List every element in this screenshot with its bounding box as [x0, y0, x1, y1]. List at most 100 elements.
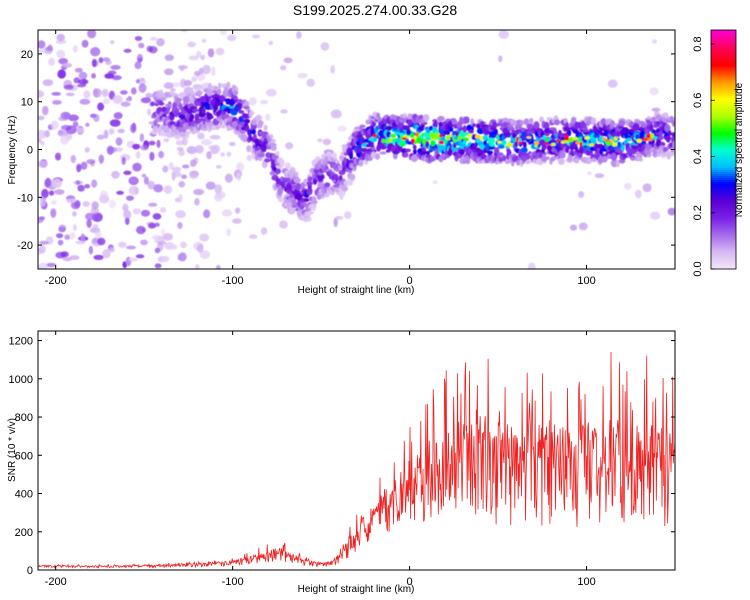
spectrogram-cell [390, 133, 396, 138]
spectrogram-cell [126, 245, 136, 250]
colorbar-cell [711, 203, 736, 206]
spectrogram-cell [656, 152, 661, 157]
spectrogram-cell [415, 132, 420, 137]
spectrogram-cell [92, 224, 99, 228]
spectrogram-cell [54, 189, 65, 195]
spectrogram-cell [510, 119, 514, 125]
spectrogram-cell [229, 141, 236, 147]
spectrogram-cell [116, 190, 124, 195]
spectrogram-cell [201, 38, 207, 43]
spectrogram-cell [425, 137, 432, 141]
spectrogram-cell [594, 173, 605, 179]
spectrogram-cell [85, 212, 95, 221]
colorbar-cell [711, 215, 736, 218]
spectrogram-cell [356, 145, 362, 150]
spectrogram-cell [87, 30, 97, 39]
spectrogram-cell [153, 119, 158, 127]
spectrogram-cell [130, 87, 137, 95]
spectrogram-cell [38, 138, 42, 143]
spectrogram-cell [163, 126, 171, 132]
spectrogram-cell [523, 141, 527, 149]
colorbar-cell [711, 115, 736, 119]
spectrogram-cell [105, 59, 112, 66]
spectrogram-cell [311, 196, 316, 204]
spectrogram-cell [602, 137, 607, 141]
spectrogram-cell [52, 100, 62, 105]
colorbar-label: Normalized spectral amplitude [734, 82, 745, 217]
spectrogram-cell [160, 207, 167, 213]
spectrogram-cell [613, 139, 617, 143]
spectrogram-cell [587, 171, 592, 176]
spectrogram-cell [249, 234, 258, 239]
x-tick-label: -100 [222, 275, 244, 287]
x-tick-label: 100 [577, 576, 595, 588]
spectrogram-cell [139, 133, 145, 142]
spectrogram-cell [91, 58, 97, 68]
spectrogram-cell [634, 189, 642, 199]
colorbar-cell [711, 135, 736, 139]
spectrogram-cell [304, 198, 310, 202]
x-tick-label: 100 [577, 275, 595, 287]
spectrogram-cell [451, 118, 458, 126]
spectrogram-cell [360, 124, 366, 128]
spectrogram-cell [369, 149, 377, 154]
spectrogram-cell [343, 211, 352, 219]
spectrogram-cell [148, 202, 158, 207]
spectrogram-cell [115, 137, 123, 146]
spectrogram-cells [38, 30, 675, 269]
spectrogram-cell [170, 88, 176, 92]
spectrogram-cell [372, 134, 377, 138]
spectrogram-cell [566, 129, 572, 137]
spectrogram-cell [189, 91, 195, 96]
spectrogram-cell [117, 128, 125, 134]
spectrogram-cell [280, 159, 285, 167]
spectrogram-cell [514, 141, 519, 147]
y-tick-label: -10 [17, 192, 33, 204]
colorbar-cell [711, 253, 736, 256]
colorbar-cell [711, 75, 736, 79]
spectrogram-cell [621, 144, 625, 152]
colorbar-cell [711, 247, 736, 250]
spectrogram-cell [567, 155, 573, 162]
colorbar-cell [711, 73, 736, 77]
spectrogram-cell [293, 177, 301, 184]
spectrogram-cell [98, 154, 105, 164]
spectrogram-cell [542, 135, 547, 139]
spectrogram-cell [93, 114, 100, 122]
spectrogram-cell [593, 133, 601, 138]
spectrogram-cell [135, 151, 141, 159]
colorbar-cell [711, 155, 736, 159]
colorbar-cell [711, 91, 736, 95]
spectrogram-cell [543, 121, 550, 130]
spectrogram-cell [82, 201, 90, 207]
spectrogram-cell [653, 136, 658, 140]
y-tick-label: 800 [15, 412, 33, 424]
spectrogram-cell [140, 239, 148, 246]
colorbar-cell [711, 207, 736, 210]
spectrogram-cell [371, 126, 375, 135]
spectrogram-cell [494, 147, 500, 154]
spectrogram-cell [214, 184, 222, 194]
spectrogram-cell [462, 125, 467, 133]
colorbar-cell [711, 217, 736, 220]
spectrogram-cell [216, 89, 222, 95]
spectrogram-cell [120, 90, 128, 95]
spectrogram-cell [90, 47, 101, 57]
spectrogram-cell [141, 173, 146, 178]
spectrogram-cell [60, 135, 69, 145]
spectrogram-cell [592, 125, 597, 132]
spectrogram-cell [148, 140, 156, 146]
spectrogram-cell [377, 143, 386, 150]
colorbar-cell [711, 205, 736, 208]
spectrogram-cell [150, 101, 155, 107]
spectrogram-cell [548, 137, 552, 140]
spectrogram-cell [288, 197, 294, 201]
spectrogram-cell [546, 144, 552, 151]
colorbar-cell [711, 101, 736, 105]
colorbar-cell [711, 153, 736, 157]
spectrogram-cell [94, 229, 102, 239]
spectrogram-cell [122, 261, 127, 269]
spectrogram-cell [72, 224, 77, 232]
spectrogram-cell [101, 88, 109, 98]
